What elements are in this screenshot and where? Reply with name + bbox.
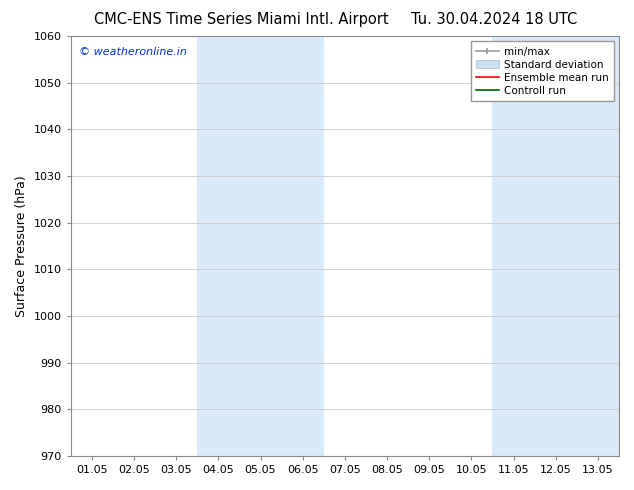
Legend: min/max, Standard deviation, Ensemble mean run, Controll run: min/max, Standard deviation, Ensemble me… <box>470 41 614 101</box>
Text: Tu. 30.04.2024 18 UTC: Tu. 30.04.2024 18 UTC <box>411 12 578 27</box>
Text: CMC-ENS Time Series Miami Intl. Airport: CMC-ENS Time Series Miami Intl. Airport <box>94 12 388 27</box>
Text: © weatheronline.in: © weatheronline.in <box>79 47 187 57</box>
Bar <box>493 36 619 456</box>
Bar <box>197 36 324 456</box>
Y-axis label: Surface Pressure (hPa): Surface Pressure (hPa) <box>15 175 28 317</box>
